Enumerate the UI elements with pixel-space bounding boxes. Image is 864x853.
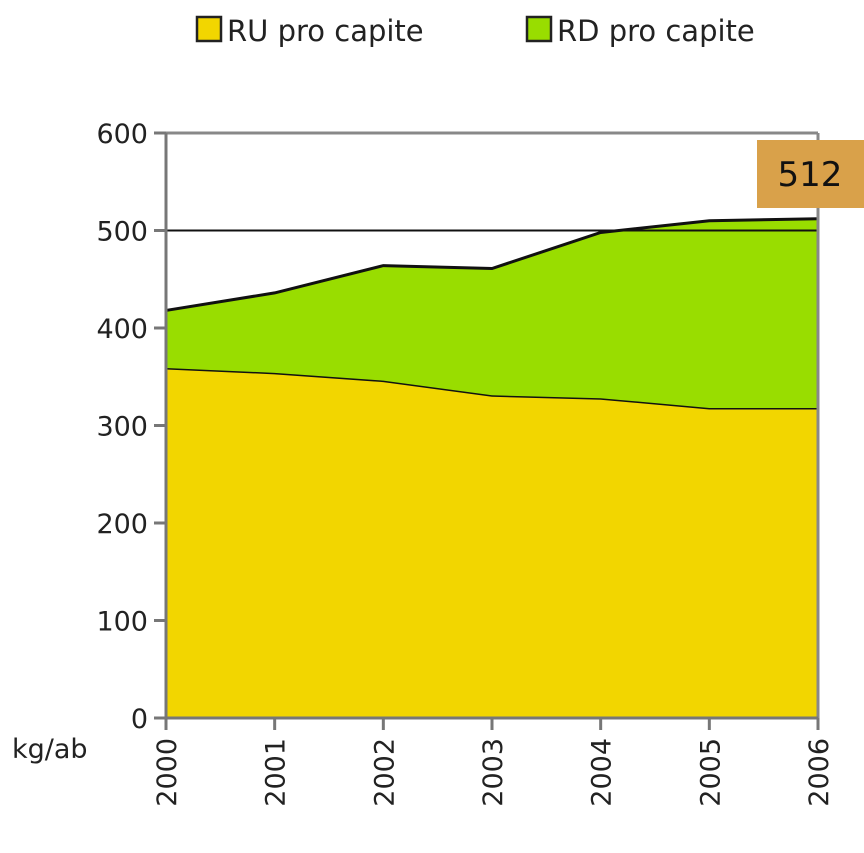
y-tick-label: 500 [96, 217, 148, 248]
legend-label-0: RU pro capite [227, 14, 424, 48]
x-tick-label: 2001 [261, 738, 292, 807]
y-tick-label: 600 [96, 119, 148, 150]
value-badge-box [757, 140, 864, 208]
area-series-1 [166, 218, 818, 408]
y-axis-unit-label: kg/ab [12, 734, 88, 765]
x-tick-label: 2006 [804, 738, 835, 807]
plot-area [165, 131, 820, 718]
value-badge-label: 512 [778, 155, 843, 195]
area-series-0 [166, 367, 818, 718]
y-tick-label: 400 [96, 314, 148, 345]
legend-swatch-1 [525, 15, 553, 43]
y-tick-label: 200 [96, 509, 148, 540]
y-axis: 0 100 200 300 400 500 600 [96, 119, 168, 735]
y-tick-label: 100 [96, 607, 148, 638]
value-badge: 512 [757, 140, 864, 208]
y-tick-label: 0 [131, 704, 148, 735]
x-tick-label: 2004 [587, 738, 618, 807]
y-tick-label: 300 [96, 412, 148, 443]
legend: RU pro capite RD pro capite [195, 14, 755, 48]
x-tick-label: 2000 [152, 738, 183, 807]
legend-swatch-0 [195, 15, 223, 43]
legend-label-1: RD pro capite [557, 14, 755, 48]
x-tick-label: 2005 [695, 738, 726, 807]
x-tick-label: 2003 [478, 738, 509, 807]
series-edge-line-1 [165, 217, 819, 312]
x-axis: 2000 2001 2002 2003 2004 2005 2006 [152, 716, 835, 807]
x-tick-label: 2002 [369, 738, 400, 807]
